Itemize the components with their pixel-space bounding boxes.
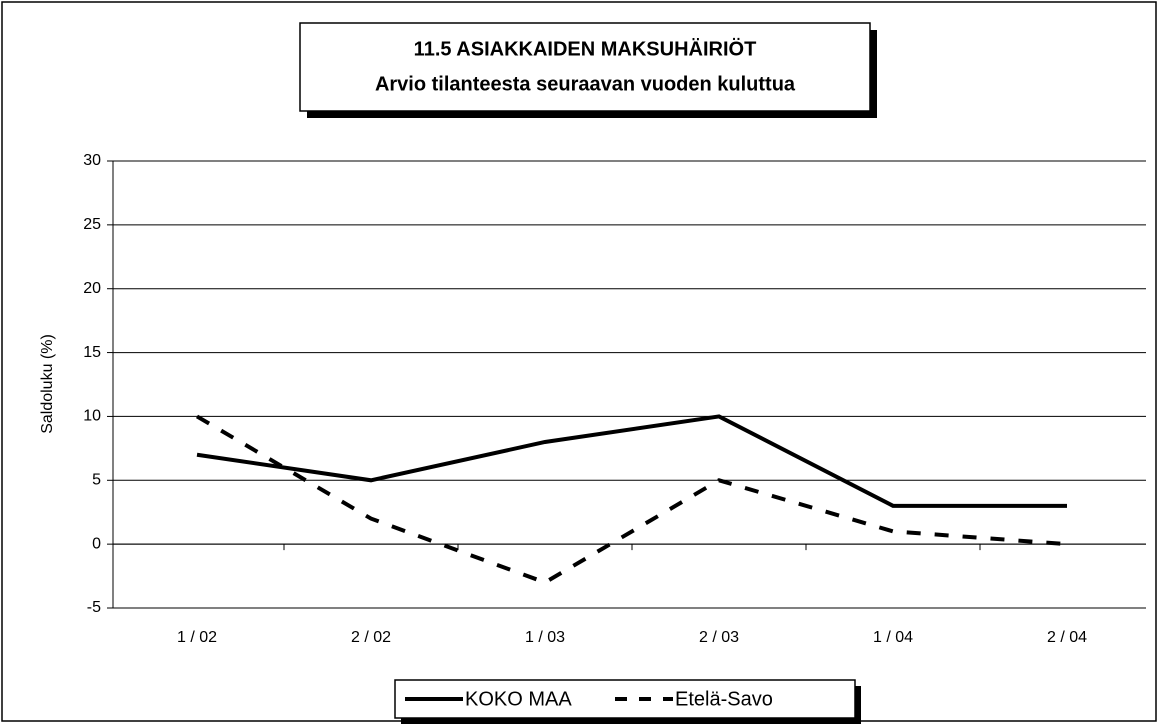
y-tick-label: 30	[83, 152, 101, 169]
y-tick-label: 10	[83, 408, 101, 425]
series-line	[195, 414, 1068, 585]
title-box	[299, 22, 871, 112]
x-tick-label: 2 / 03	[699, 629, 739, 646]
legend-label: Etelä-Savo	[675, 688, 773, 710]
y-tick-label: 0	[92, 535, 101, 552]
chart-subtitle: Arvio tilanteesta seuraavan vuoden kulut…	[375, 73, 796, 95]
y-tick-label: 5	[92, 472, 101, 489]
x-tick-label: 1 / 02	[177, 629, 217, 646]
y-axis-label: Saldoluku (%)	[39, 334, 56, 434]
series-line	[196, 414, 1067, 508]
y-tick-label: 15	[83, 344, 101, 361]
x-tick-label: 2 / 04	[1047, 629, 1087, 646]
y-tick-label: -5	[87, 599, 101, 616]
y-tick-label: 25	[83, 216, 101, 233]
legend-label: KOKO MAA	[465, 688, 572, 710]
x-tick-label: 2 / 02	[351, 629, 391, 646]
x-tick-label: 1 / 04	[873, 629, 913, 646]
chart-title: 11.5 ASIAKKAIDEN MAKSUHÄIRIÖT	[414, 37, 757, 60]
y-tick-label: 20	[83, 280, 101, 297]
x-tick-label: 1 / 03	[525, 629, 565, 646]
